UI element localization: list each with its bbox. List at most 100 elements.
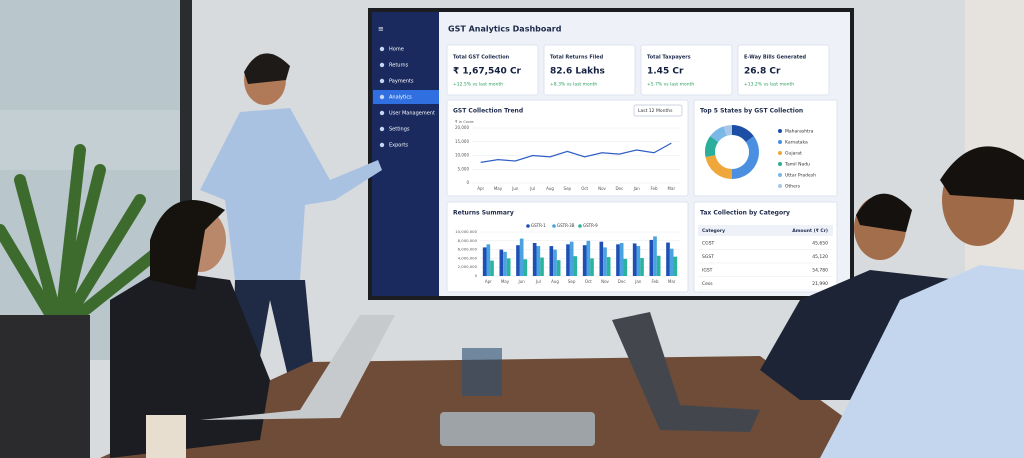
x-tick-label: Oct	[585, 279, 592, 284]
legend-swatch	[778, 140, 782, 144]
legend-label: Others	[785, 184, 801, 190]
nav-icon	[379, 142, 385, 148]
kpi-label: Total GST Collection	[453, 55, 510, 61]
bar	[599, 241, 604, 276]
bar	[540, 257, 544, 276]
active-nav	[373, 90, 439, 104]
presenter-hair	[244, 53, 290, 84]
x-tick-label: Jun	[511, 186, 519, 191]
woman-blazer	[110, 270, 270, 458]
tv-screen: ≡ GST Analytics Dashboard Home Returns Pay…	[368, 8, 854, 300]
nav-icon	[379, 126, 385, 132]
nav-icon	[379, 78, 385, 84]
legend-label: Karnataka	[785, 140, 808, 146]
y-tick-label: 15,000	[455, 139, 469, 144]
laptop	[200, 315, 395, 420]
panel	[693, 201, 838, 293]
table-cell: 45,650	[812, 241, 828, 247]
kpi-change: +5.7% vs last month	[647, 82, 694, 88]
y-tick-label: 4,000,000	[458, 255, 478, 260]
pen-holder	[462, 348, 502, 396]
kpi-change: +13.2% vs last month	[744, 82, 794, 88]
x-tick-label: Jun	[518, 279, 526, 284]
man-right	[820, 146, 1024, 458]
nav-item[interactable]: Returns	[389, 63, 409, 69]
bar	[566, 244, 570, 276]
legend-swatch	[526, 224, 530, 228]
x-tick-label: Apr	[485, 279, 492, 284]
legend-swatch	[778, 129, 782, 133]
nav-item[interactable]: User Management	[389, 111, 435, 117]
bar	[482, 247, 487, 276]
y-tick-label: 0	[475, 273, 478, 278]
legend-label: GSTR-1	[531, 223, 546, 228]
y-tick-label: 6,000,000	[458, 247, 478, 252]
bar	[532, 243, 537, 276]
kpi-value: 1.45 Cr	[647, 67, 684, 77]
y-tick-label: 0	[466, 180, 469, 185]
kpi-card	[543, 44, 636, 96]
nav-icon	[379, 62, 385, 68]
nav-item[interactable]: Exports	[389, 143, 408, 149]
panel	[446, 99, 689, 197]
nav-item[interactable]: Home	[389, 47, 404, 53]
kpi-label: Total Returns Filed	[550, 55, 604, 61]
presenter-shirt	[200, 108, 382, 280]
nav-icon	[379, 94, 385, 100]
frosted-band	[0, 110, 190, 170]
plant	[0, 144, 166, 336]
legend-label: Gujarat	[785, 151, 802, 157]
man-hair	[940, 146, 1024, 200]
x-tick-label: Jul	[529, 186, 535, 191]
bar	[636, 246, 641, 276]
x-tick-label: Jul	[535, 279, 541, 284]
y-tick-label: 10,000	[455, 153, 469, 158]
kpi-change: +8.3% vs last month	[550, 82, 597, 88]
donut-segment	[731, 136, 759, 179]
period-select[interactable]	[633, 104, 683, 117]
x-tick-label: Jan	[634, 279, 642, 284]
legend-label: Maharashtra	[785, 129, 814, 135]
bar	[516, 245, 520, 276]
legend-label: Uttar Pradesh	[785, 173, 816, 179]
x-tick-label: Aug	[546, 186, 554, 191]
kpi-value: ₹ 1,67,540 Cr	[453, 67, 522, 77]
nav-icon	[379, 46, 385, 52]
x-tick-label: Nov	[598, 186, 606, 191]
panel-title: GST Collection Trend	[453, 108, 523, 115]
period-label[interactable]: Last 12 Months	[638, 108, 673, 114]
nav-item[interactable]: Payments	[389, 79, 414, 85]
legend-label: Tamil Nadu	[784, 162, 810, 168]
x-tick-label: May	[494, 186, 503, 191]
donut-segment	[723, 125, 733, 136]
bar	[666, 242, 670, 276]
x-tick-label: Jan	[633, 186, 641, 191]
donut-segment	[710, 126, 728, 143]
chair	[0, 315, 90, 458]
bar	[590, 258, 594, 276]
legend-swatch	[778, 173, 782, 177]
sidebar	[372, 12, 439, 296]
laptop-right	[612, 312, 760, 432]
woman-hair	[150, 200, 225, 290]
woman-left	[110, 200, 270, 458]
bar	[582, 245, 587, 276]
bar	[653, 236, 657, 276]
x-tick-label: Dec	[618, 279, 626, 284]
bar	[649, 239, 654, 276]
x-tick-label: Mar	[668, 279, 676, 284]
x-tick-label: Aug	[551, 279, 559, 284]
nav-item[interactable]: Settings	[389, 127, 410, 133]
bar	[569, 241, 574, 276]
bar	[673, 256, 678, 276]
x-tick-label: May	[501, 279, 510, 284]
table-header: Amount (₹ Cr)	[792, 228, 828, 234]
nav-item[interactable]: Analytics	[389, 95, 412, 101]
man-shirt	[820, 265, 1024, 458]
bar	[632, 243, 637, 276]
legend-label: GSTR-3B	[557, 223, 575, 228]
bar	[556, 260, 561, 276]
unit-label: ₹ in Crore	[455, 119, 474, 124]
bar	[619, 243, 624, 276]
